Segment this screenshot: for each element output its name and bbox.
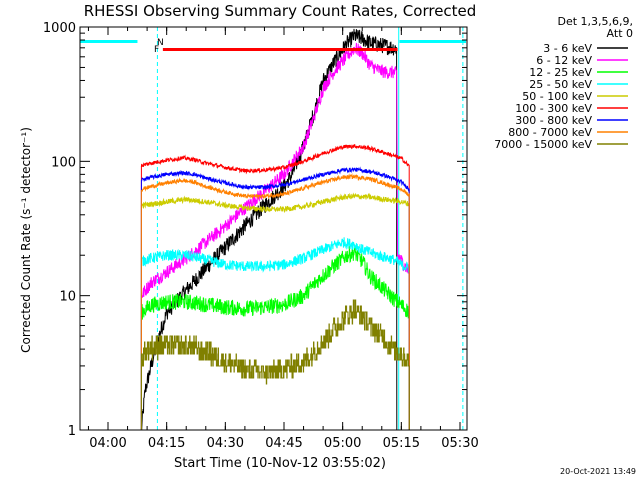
series-line-5 (140, 144, 410, 430)
legend-label-5: 100 - 300 keV (515, 102, 592, 115)
plot-area (80, 27, 466, 430)
series-line-8 (140, 299, 410, 430)
legend-label-1: 6 - 12 keV (536, 54, 592, 67)
series-line-6 (140, 166, 410, 430)
x-tick-label-4: 05:00 (324, 436, 361, 451)
legend-label-2: 12 - 25 keV (529, 66, 592, 79)
x-axis-label: Start Time (10-Nov-12 03:55:02) (174, 456, 386, 471)
series-line-2 (140, 245, 410, 430)
x-tick-label-3: 04:45 (265, 436, 302, 451)
flag-n-label: N (157, 38, 164, 48)
y-tick-label-3: 1000 (43, 21, 76, 36)
y-tick-label-1: 10 (59, 290, 76, 305)
y-tick-label-0: 1 (68, 424, 76, 439)
series-line-7 (140, 172, 410, 430)
x-axis: 04:00 04:15 04:30 04:45 05:00 05:15 05:30 (87, 27, 479, 451)
series-line-4 (140, 192, 410, 430)
legend-label-0: 3 - 6 keV (543, 42, 592, 55)
legend-label-6: 300 - 800 keV (515, 114, 592, 127)
plot-frame (79, 26, 468, 431)
x-tick-label-5: 05:15 (383, 436, 420, 451)
chart-title: RHESSI Observing Summary Count Rates, Co… (84, 2, 477, 20)
legend-title-line-1: Det 1,3,5,6,9, (557, 15, 633, 28)
series-line-1 (140, 42, 410, 430)
timestamp-footer: 20-Oct-2021 13:49 (560, 467, 636, 476)
x-tick-label-1: 04:15 (148, 436, 185, 451)
y-axis: 1 10 100 1000 (43, 21, 467, 439)
x-tick-label-2: 04:30 (207, 436, 244, 451)
legend-title-line-2: Att 0 (607, 27, 633, 40)
legend-label-8: 7000 - 15000 keV (494, 138, 592, 151)
y-axis-label: Corrected Count Rate (s⁻¹ detector⁻¹) (19, 127, 33, 353)
series-line-0 (140, 28, 398, 430)
x-tick-label-0: 04:00 (89, 436, 126, 451)
flag-f-label: F (154, 45, 159, 55)
legend-label-3: 25 - 50 keV (529, 78, 592, 91)
x-tick-label-6: 05:30 (441, 436, 478, 451)
series-line-3 (140, 237, 410, 430)
y-tick-label-2: 100 (51, 155, 76, 170)
legend-label-7: 800 - 7000 keV (508, 126, 592, 139)
legend-label-4: 50 - 100 keV (522, 90, 592, 103)
